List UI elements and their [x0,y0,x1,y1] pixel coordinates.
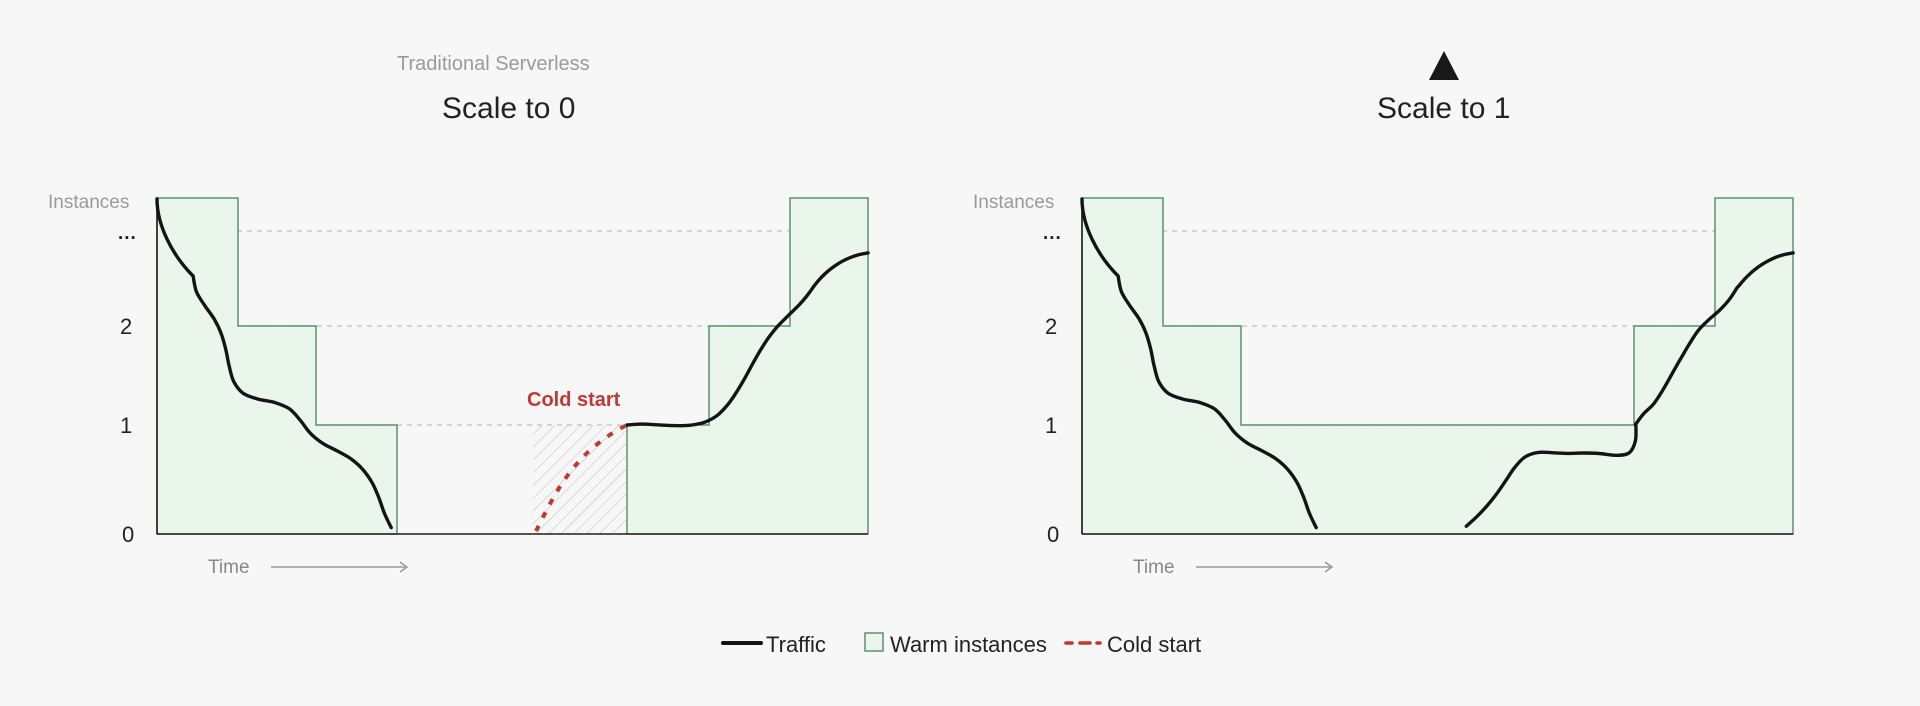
svg-text:Cold start: Cold start [527,389,621,411]
svg-text:2: 2 [120,314,132,339]
svg-text:...: ... [118,223,137,244]
svg-text:0: 0 [122,522,134,547]
svg-text:Traffic: Traffic [766,632,826,657]
svg-text:...: ... [1043,223,1062,244]
svg-text:Instances: Instances [48,192,129,213]
svg-text:Warm instances: Warm instances [890,632,1047,657]
svg-text:Instances: Instances [973,192,1054,213]
svg-text:Time: Time [208,557,250,578]
svg-text:Time: Time [1133,557,1175,578]
svg-text:2: 2 [1045,314,1057,339]
svg-text:1: 1 [1045,413,1057,438]
svg-text:0: 0 [1047,522,1059,547]
svg-text:1: 1 [120,413,132,438]
svg-text:Cold start: Cold start [1107,632,1201,657]
